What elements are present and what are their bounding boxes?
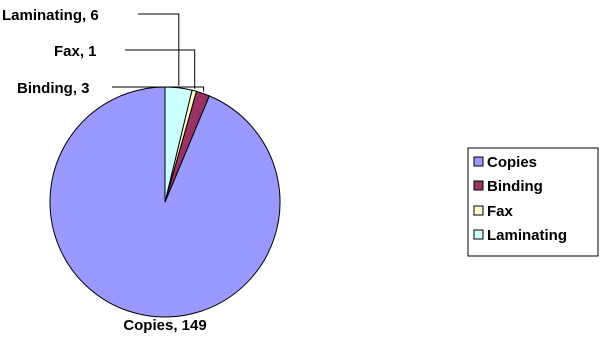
legend-swatch-laminating [473, 229, 484, 240]
legend-item-laminating: Laminating [473, 227, 567, 244]
legend-label-laminating: Laminating [487, 227, 567, 244]
data-label-laminating: Laminating, 6 [2, 7, 99, 24]
leader-line-fax [125, 49, 196, 89]
leader-line-laminating [138, 13, 180, 86]
pie-slices [49, 86, 281, 318]
legend-item-fax: Fax [473, 203, 514, 220]
data-label-copies: Copies, 149 [123, 317, 206, 334]
legend-label-binding: Binding [487, 178, 543, 195]
leader-line-binding [112, 86, 205, 92]
legend-swatch-fax [473, 205, 484, 216]
legend-item-binding: Binding [473, 178, 543, 195]
legend-frame [467, 147, 599, 257]
legend-swatch-copies [473, 156, 484, 167]
pie-slice-copies [49, 86, 281, 318]
legend: Copies Binding Fax Laminating [467, 147, 599, 257]
data-labels: Copies, 149 Binding, 3 Fax, 1 Laminating… [2, 7, 207, 334]
legend-label-fax: Fax [487, 203, 514, 220]
legend-label-copies: Copies [487, 154, 537, 171]
data-label-binding: Binding, 3 [17, 80, 90, 97]
legend-swatch-binding [473, 180, 484, 191]
legend-item-copies: Copies [473, 154, 537, 171]
leader-lines [112, 13, 205, 92]
data-label-fax: Fax, 1 [54, 43, 97, 60]
